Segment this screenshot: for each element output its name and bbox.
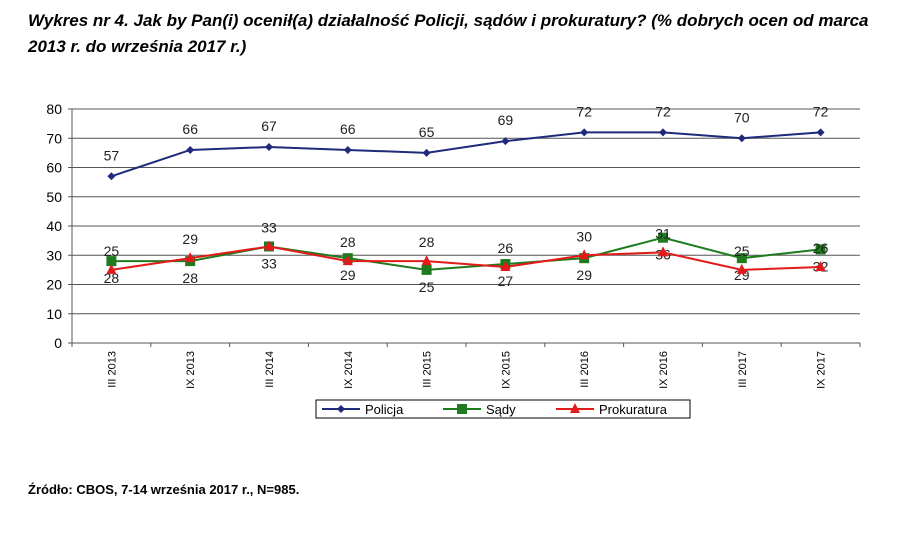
legend-label: Sądy: [486, 402, 516, 417]
y-tick-label: 40: [46, 218, 62, 234]
data-point: [421, 264, 432, 275]
y-tick-label: 20: [46, 277, 62, 293]
y-tick-label: 0: [54, 335, 62, 351]
legend-box: [315, 399, 691, 419]
x-tick-label: IX 2013: [185, 351, 197, 389]
data-label: 66: [340, 121, 356, 137]
data-point: [580, 128, 589, 137]
data-point: [736, 253, 747, 264]
data-label: 72: [813, 103, 829, 119]
data-point: [422, 148, 431, 157]
legend-label: Prokuratura: [599, 402, 668, 417]
y-tick-label: 80: [46, 101, 62, 117]
data-point: [106, 256, 117, 267]
data-point: [815, 244, 826, 255]
data-point: [421, 255, 432, 266]
data-point: [737, 134, 746, 143]
data-label: 29: [182, 231, 198, 247]
data-label: 72: [655, 103, 671, 119]
data-label: 26: [813, 240, 829, 256]
y-tick-label: 70: [46, 130, 62, 146]
data-label: 28: [340, 234, 356, 250]
data-label: 66: [182, 121, 198, 137]
x-tick-label: III 2013: [106, 351, 118, 388]
data-label: 69: [498, 112, 514, 128]
data-point: [579, 249, 590, 260]
data-label: 67: [261, 118, 277, 134]
data-point: [107, 172, 116, 181]
data-point: [500, 260, 511, 271]
series-line: [111, 131, 821, 178]
data-label: 26: [498, 240, 514, 256]
series-line: [111, 245, 821, 271]
x-tick-label: IX 2016: [658, 351, 670, 389]
data-point: [265, 143, 273, 152]
y-tick-label: 50: [46, 189, 62, 205]
data-label: 27: [498, 273, 514, 289]
data-label: 25: [419, 279, 435, 295]
data-point: [185, 252, 196, 263]
series-policja: 57 66 67 66 65 69 72 72 70 72: [104, 103, 829, 181]
series-prokuratura: 25 29 33 28 28 26 30 31 25 26: [104, 219, 829, 274]
series-line: [111, 236, 821, 271]
data-label: 25: [104, 243, 120, 259]
x-tick-label: IX 2015: [500, 351, 512, 389]
data-point: [337, 405, 345, 413]
x-tick-label: IX 2014: [343, 351, 355, 389]
data-point: [815, 260, 826, 271]
data-point: [343, 145, 352, 154]
chart-title: Wykres nr 4. Jak by Pan(i) ocenił(a) dzi…: [28, 11, 869, 56]
data-label: 33: [261, 255, 277, 271]
data-label: 31: [655, 225, 671, 241]
x-tick-label: IX 2017: [816, 351, 828, 389]
data-point: [659, 128, 667, 137]
data-label: 29: [340, 267, 356, 283]
legend-label: Policja: [365, 402, 404, 417]
data-point: [501, 137, 510, 146]
source-note: Źródło: CBOS, 7-14 września 2017 r., N=9…: [28, 482, 300, 497]
data-point: [342, 255, 353, 266]
data-point: [658, 232, 668, 243]
data-label: 29: [576, 267, 592, 283]
legend: Policja Sądy Prokuratura: [315, 399, 691, 419]
data-label: 33: [261, 219, 277, 235]
data-point: [736, 263, 747, 274]
data-label: 65: [419, 124, 435, 140]
x-tick-label: III 2014: [264, 351, 276, 388]
data-label: 28: [104, 270, 120, 286]
data-label: 57: [104, 147, 120, 163]
data-label: 28: [419, 234, 435, 250]
data-point: [106, 263, 117, 274]
data-label: 72: [576, 103, 592, 119]
data-point: [457, 404, 467, 414]
data-label: 28: [182, 270, 198, 286]
x-tick-label: III 2015: [422, 351, 434, 388]
data-label: 25: [734, 243, 750, 259]
data-point: [816, 128, 825, 137]
data-point: [264, 240, 274, 251]
data-label: 70: [734, 109, 750, 125]
y-tick-label: 30: [46, 247, 62, 263]
data-point: [570, 403, 580, 413]
data-label: 29: [734, 267, 750, 283]
y-tick-label: 60: [46, 160, 62, 176]
data-point: [186, 145, 195, 154]
data-point: [658, 246, 668, 257]
y-tick-label: 10: [46, 306, 62, 322]
x-tick-label: III 2016: [579, 351, 591, 388]
data-label: 30: [576, 228, 592, 244]
x-tick-label: III 2017: [737, 351, 749, 388]
